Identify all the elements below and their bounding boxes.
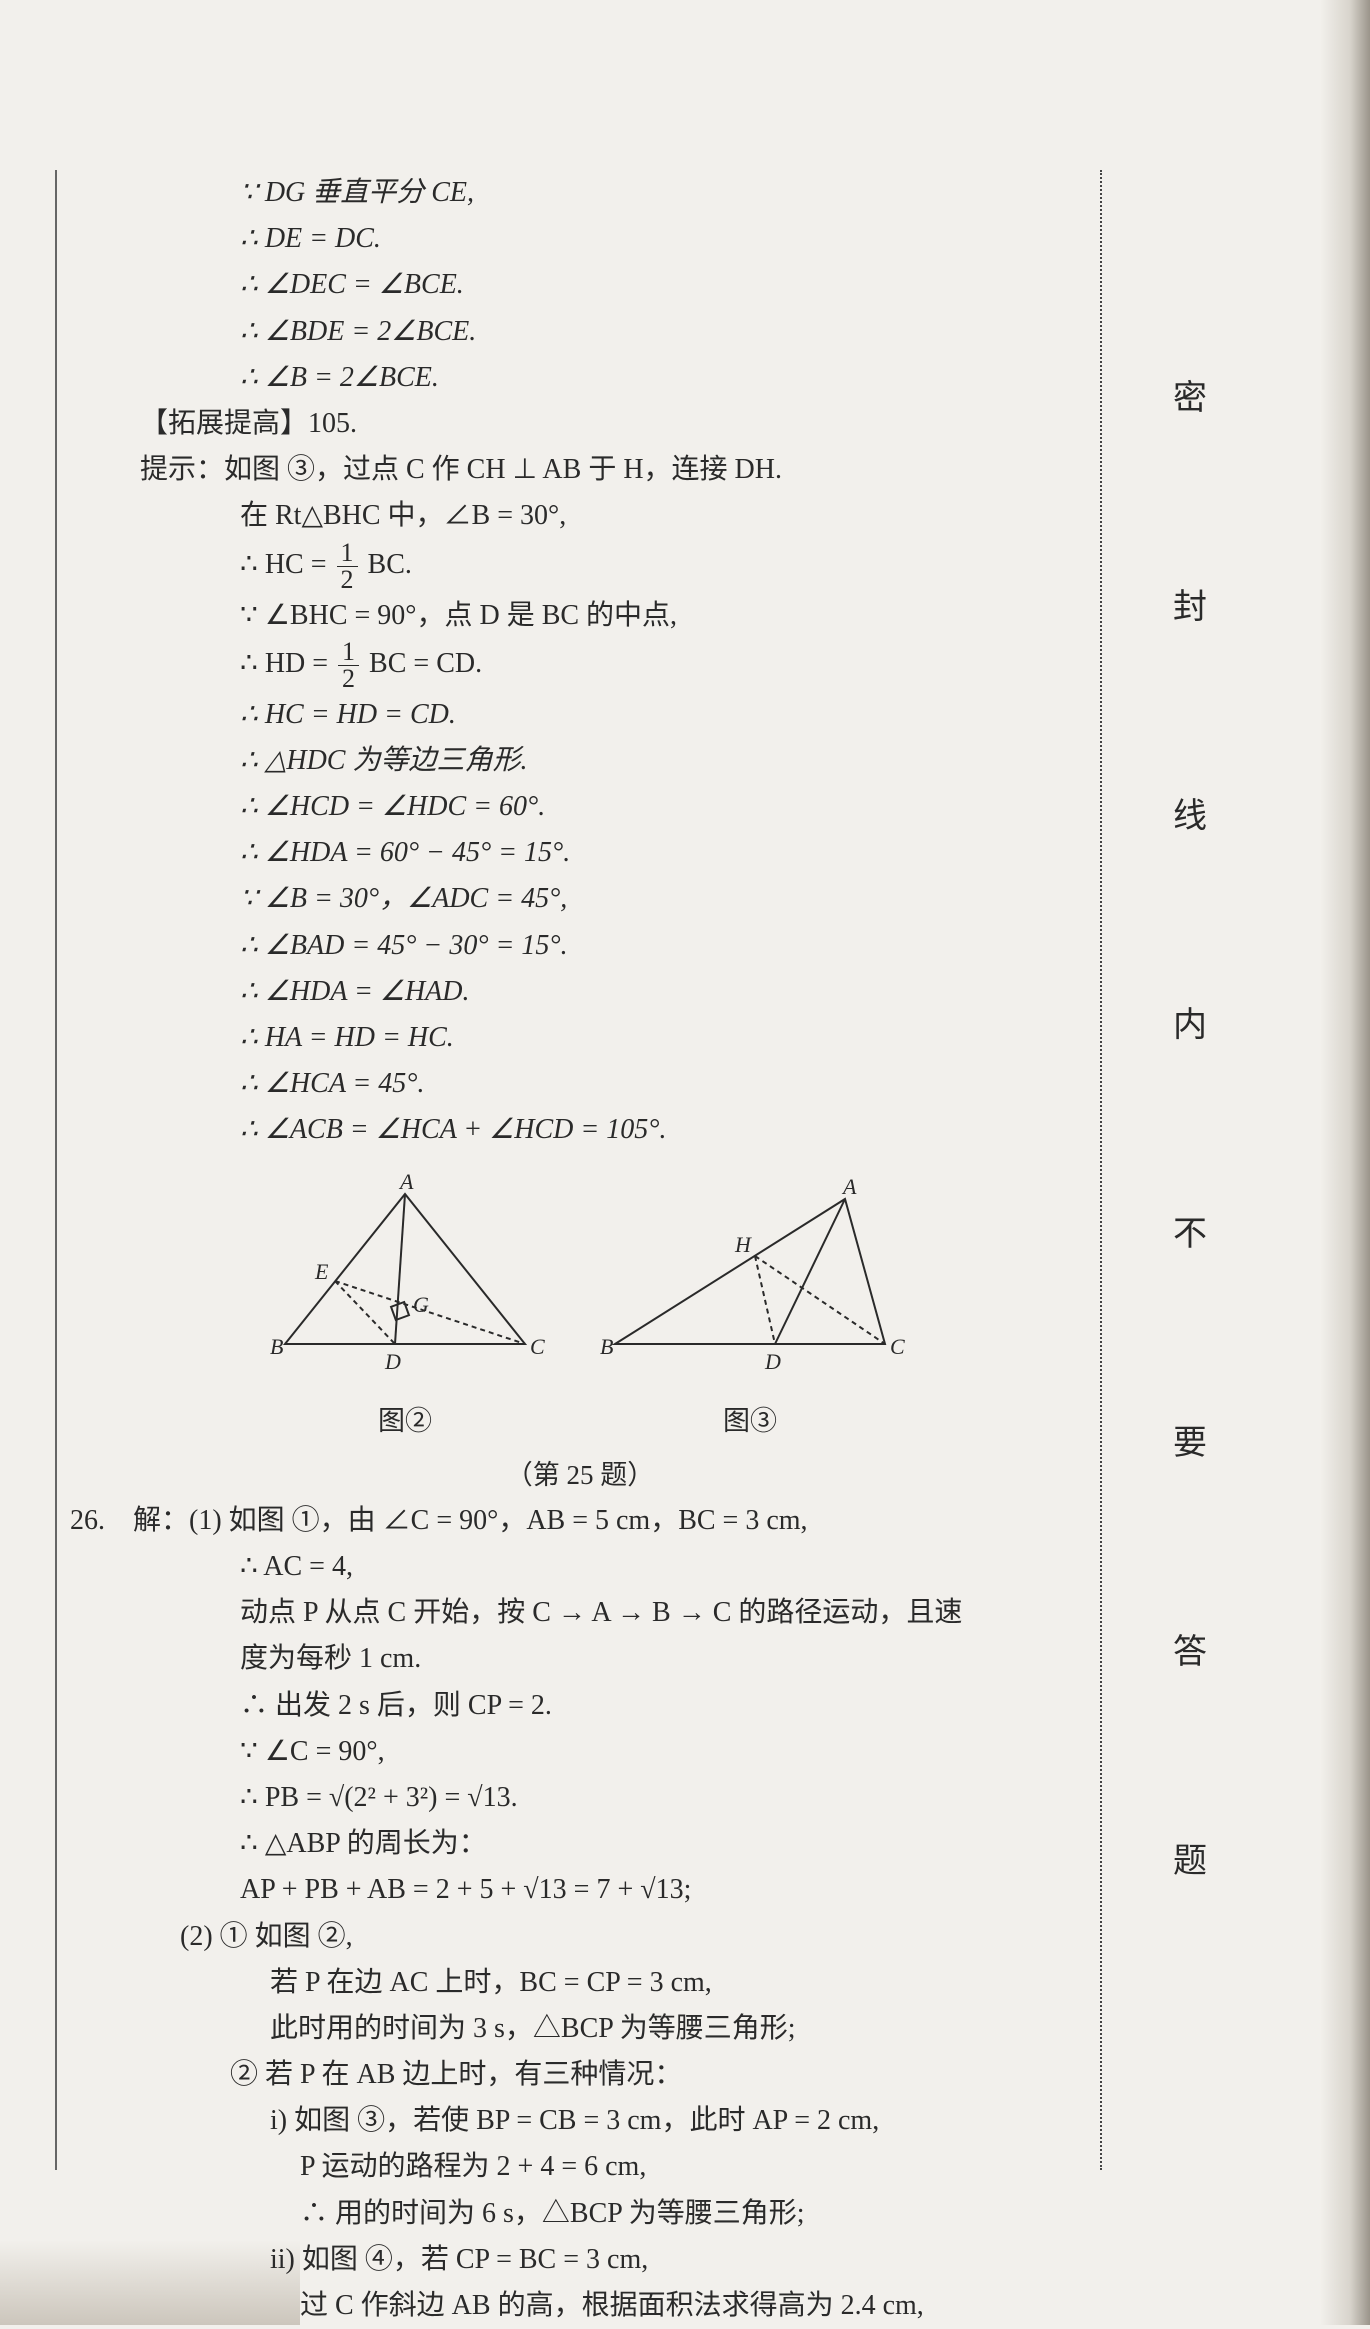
text-line: ∴ ∠ACB = ∠HCA + ∠HCD = 105°. — [240, 1114, 667, 1145]
vertex-label: A — [841, 1174, 857, 1199]
section-heading: 【拓展提高】105. — [140, 408, 357, 439]
text-line: ∵ ∠C = 90°, — [240, 1736, 385, 1767]
text-line: 动点 P 从点 C 开始，按 C → A → B → C 的路径运动，且速 — [240, 1597, 962, 1628]
figure-label: 图③ — [595, 1399, 905, 1444]
text-line: ∴ ∠HCD = ∠HDC = 60°. — [240, 791, 545, 822]
margin-char: 线 — [1130, 788, 1250, 837]
figure-3: A B C D H 图③ — [595, 1174, 905, 1444]
fragment: ∴ HD = — [240, 648, 335, 679]
figure-caption: （第 25 题） — [70, 1453, 1090, 1498]
text-line: ∴ ∠HCA = 45°. — [240, 1068, 425, 1099]
text-line: 在 Rt△BHC 中，∠B = 30°, — [240, 500, 566, 531]
text-line: ∴ ∠BDE = 2∠BCE. — [240, 316, 476, 347]
text-line: ② 若 P 在 AB 边上时，有三种情况： — [230, 2059, 682, 2090]
numerator: 1 — [338, 639, 359, 666]
text-line: ∴ PB = √(2² + 3²) = √13. — [240, 1782, 518, 1813]
sealing-line — [1100, 170, 1102, 2170]
text-line: ii) 如图 ④，若 CP = BC = 3 cm, — [270, 2244, 648, 2275]
margin-char: 密 — [1130, 370, 1250, 419]
vertex-label: B — [270, 1334, 283, 1359]
question-number: 26. — [70, 1498, 126, 1544]
text-line: ∴ HC = 1 2 BC. — [70, 540, 1090, 593]
fraction: 1 2 — [337, 540, 358, 593]
denominator: 2 — [337, 567, 358, 593]
text-line: 此时用的时间为 3 s，△BCP 为等腰三角形; — [270, 2013, 796, 2044]
left-margin-rule — [55, 170, 57, 2170]
margin-char: 封 — [1130, 579, 1250, 628]
text-line: (2) ① 如图 ②, — [180, 1921, 353, 1952]
text-line: ∵ ∠BHC = 90°，点 D 是 BC 的中点, — [240, 600, 677, 631]
text-line: ∴ 出发 2 s 后，则 CP = 2. — [240, 1690, 552, 1721]
figure-row: A B C D E G 图② A B — [70, 1174, 1090, 1444]
vertex-label: E — [314, 1259, 329, 1284]
vertex-label: H — [734, 1232, 752, 1257]
page-shadow-right — [1320, 0, 1370, 2325]
text-line: ∴ ∠BAD = 45° − 30° = 15°. — [240, 930, 568, 961]
text-line: 提示：如图 ③，过点 C 作 CH ⊥ AB 于 H，连接 DH. — [140, 454, 782, 485]
vertex-label: A — [398, 1174, 414, 1194]
fraction: 1 2 — [338, 639, 359, 692]
margin-char: 答 — [1130, 1624, 1250, 1673]
figure-2: A B C D E G 图② — [255, 1174, 555, 1444]
text-line: ∴ HD = 1 2 BC = CD. — [70, 639, 1090, 692]
vertex-label: G — [413, 1292, 429, 1317]
figure-2-svg: A B C D E G — [255, 1174, 555, 1384]
text-line: ∴ AC = 4, — [240, 1551, 353, 1582]
margin-char: 内 — [1130, 997, 1250, 1046]
figure-label: 图② — [255, 1399, 555, 1444]
text-line: ∴ ∠B = 2∠BCE. — [240, 362, 439, 393]
fragment: BC = CD. — [369, 648, 482, 679]
vertex-label: B — [600, 1334, 613, 1359]
text-line: ∴ ∠HDA = 60° − 45° = 15°. — [240, 837, 570, 868]
text-line: AP + PB + AB = 2 + 5 + √13 = 7 + √13; — [240, 1874, 691, 1905]
vertex-label: D — [764, 1349, 781, 1374]
denominator: 2 — [338, 666, 359, 692]
page-content: ∵ DG 垂直平分 CE, ∴ DE = DC. ∴ ∠DEC = ∠BCE. … — [70, 170, 1090, 2329]
text-line: i) 如图 ③，若使 BP = CB = 3 cm，此时 AP = 2 cm, — [270, 2105, 879, 2136]
fragment: ∴ HC = — [240, 548, 334, 579]
vertex-label: C — [530, 1334, 545, 1359]
text-line: ∴ △HDC 为等边三角形. — [240, 745, 527, 776]
text-line: ∵ DG 垂直平分 CE, — [240, 177, 474, 208]
fragment: BC. — [368, 548, 412, 579]
text-line: 解：(1) 如图 ①，由 ∠C = 90°，AB = 5 cm，BC = 3 c… — [133, 1505, 808, 1536]
text-line: ∴ ∠HDA = ∠HAD. — [240, 976, 470, 1007]
text-line: 若 P 在边 AC 上时，BC = CP = 3 cm, — [270, 1967, 712, 1998]
text-line: P 运动的路程为 2 + 4 = 6 cm, — [300, 2151, 646, 2182]
vertex-label: C — [890, 1334, 905, 1359]
text-line: ∴ HA = HD = HC. — [240, 1022, 454, 1053]
margin-char: 要 — [1130, 1415, 1250, 1464]
text-line: ∵ ∠B = 30°，∠ADC = 45°, — [240, 883, 567, 914]
margin-char: 不 — [1130, 1206, 1250, 1255]
text-line: 度为每秒 1 cm. — [240, 1643, 421, 1674]
text-line: ∴ ∠DEC = ∠BCE. — [240, 269, 464, 300]
numerator: 1 — [337, 540, 358, 567]
text-line: ∴ HC = HD = CD. — [240, 699, 456, 730]
sealing-line-text: 密 封 线 内 不 要 答 题 — [1130, 370, 1250, 2042]
vertex-label: D — [384, 1349, 401, 1374]
text-line: 过 C 作斜边 AB 的高，根据面积法求得高为 2.4 cm, — [300, 2290, 924, 2321]
margin-char: 题 — [1130, 1833, 1250, 1882]
text-line: ∴ 用的时间为 6 s，△BCP 为等腰三角形; — [300, 2198, 805, 2229]
text-line: ∴ △ABP 的周长为： — [240, 1828, 487, 1859]
text-line: ∴ DE = DC. — [240, 223, 381, 254]
figure-3-svg: A B C D H — [595, 1174, 905, 1384]
